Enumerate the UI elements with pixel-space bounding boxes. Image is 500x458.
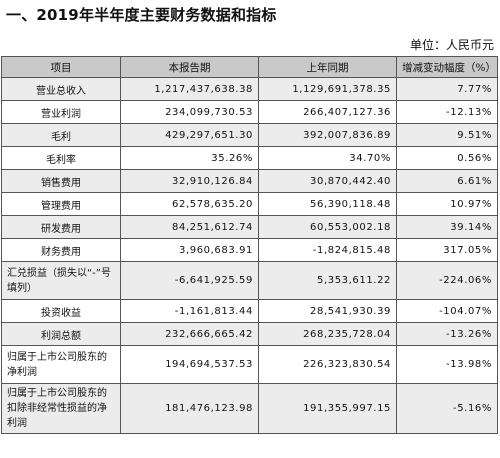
current-value: 35.26%	[120, 146, 259, 170]
row-label: 销售费用	[1, 169, 121, 193]
row-label: 汇兑损益（损失以“-”号填列）	[1, 261, 121, 300]
table-row: 销售费用 32,910,126.84 30,870,442.40 6.61%	[1, 169, 498, 193]
change-value: -12.13%	[396, 100, 498, 124]
currency-unit-note: 单位：人民币元	[409, 38, 494, 52]
change-value: 9.51%	[396, 123, 498, 147]
header-change-percent: 增减变动幅度（%）	[396, 56, 498, 78]
current-value: 32,910,126.84	[120, 169, 259, 193]
table-row: 营业利润 234,099,730.53 266,407,127.36 -12.1…	[1, 100, 498, 124]
current-value: 181,476,123.98	[120, 383, 259, 434]
financial-data-table: 项目 本报告期 上年同期 增减变动幅度（%） 营业总收入 1,217,437,6…	[1, 56, 498, 434]
row-label: 研发费用	[1, 215, 121, 239]
row-label: 利润总额	[1, 322, 121, 346]
prior-value: 268,235,728.04	[258, 322, 397, 346]
current-value: 3,960,683.91	[120, 238, 259, 262]
row-label: 归属于上市公司股东的净利润	[1, 345, 121, 384]
current-value: 234,099,730.53	[120, 100, 259, 124]
change-value: 317.05%	[396, 238, 498, 262]
row-label: 投资收益	[1, 299, 121, 323]
table-row: 归属于上市公司股东的净利润 194,694,537.53 226,323,830…	[1, 345, 498, 384]
prior-value: 56,390,118.48	[258, 192, 397, 216]
current-value: 62,578,635.20	[120, 192, 259, 216]
header-current-period: 本报告期	[120, 56, 259, 78]
table-row: 财务费用 3,960,683.91 -1,824,815.48 317.05%	[1, 238, 498, 262]
row-label: 财务费用	[1, 238, 121, 262]
current-value: -6,641,925.59	[120, 261, 259, 300]
table-row: 毛利 429,297,651.30 392,007,836.89 9.51%	[1, 123, 498, 147]
header-prior-period: 上年同期	[258, 56, 397, 78]
table-row: 利润总额 232,666,665.42 268,235,728.04 -13.2…	[1, 322, 498, 346]
table-row: 管理费用 62,578,635.20 56,390,118.48 10.97%	[1, 192, 498, 216]
change-value: 7.77%	[396, 77, 498, 101]
change-value: -224.06%	[396, 261, 498, 300]
change-value: 0.56%	[396, 146, 498, 170]
prior-value: 60,553,002.18	[258, 215, 397, 239]
current-value: -1,161,813.44	[120, 299, 259, 323]
row-label: 毛利率	[1, 146, 121, 170]
current-value: 232,666,665.42	[120, 322, 259, 346]
current-value: 194,694,537.53	[120, 345, 259, 384]
section-title: 一、2019年半年度主要财务数据和指标	[6, 6, 277, 24]
row-label: 毛利	[1, 123, 121, 147]
change-value: -5.16%	[396, 383, 498, 434]
row-label: 营业利润	[1, 100, 121, 124]
prior-value: -1,824,815.48	[258, 238, 397, 262]
table-row: 汇兑损益（损失以“-”号填列） -6,641,925.59 5,353,611.…	[1, 261, 498, 300]
table-row: 毛利率 35.26% 34.70% 0.56%	[1, 146, 498, 170]
change-value: 10.97%	[396, 192, 498, 216]
table-row: 归属于上市公司股东的扣除非经常性损益的净利润 181,476,123.98 19…	[1, 383, 498, 434]
current-value: 1,217,437,638.38	[120, 77, 259, 101]
prior-value: 191,355,997.15	[258, 383, 397, 434]
change-value: 6.61%	[396, 169, 498, 193]
prior-value: 226,323,830.54	[258, 345, 397, 384]
current-value: 84,251,612.74	[120, 215, 259, 239]
table-row: 营业总收入 1,217,437,638.38 1,129,691,378.35 …	[1, 77, 498, 101]
prior-value: 30,870,442.40	[258, 169, 397, 193]
change-value: -13.26%	[396, 322, 498, 346]
header-item: 项目	[1, 56, 121, 78]
prior-value: 34.70%	[258, 146, 397, 170]
current-value: 429,297,651.30	[120, 123, 259, 147]
prior-value: 28,541,930.39	[258, 299, 397, 323]
prior-value: 392,007,836.89	[258, 123, 397, 147]
row-label: 归属于上市公司股东的扣除非经常性损益的净利润	[1, 383, 121, 434]
table-row: 研发费用 84,251,612.74 60,553,002.18 39.14%	[1, 215, 498, 239]
prior-value: 266,407,127.36	[258, 100, 397, 124]
prior-value: 1,129,691,378.35	[258, 77, 397, 101]
row-label: 管理费用	[1, 192, 121, 216]
row-label: 营业总收入	[1, 77, 121, 101]
change-value: -13.98%	[396, 345, 498, 384]
table-row: 投资收益 -1,161,813.44 28,541,930.39 -104.07…	[1, 299, 498, 323]
table-header-row: 项目 本报告期 上年同期 增减变动幅度（%）	[1, 56, 498, 78]
prior-value: 5,353,611.22	[258, 261, 397, 300]
change-value: 39.14%	[396, 215, 498, 239]
change-value: -104.07%	[396, 299, 498, 323]
